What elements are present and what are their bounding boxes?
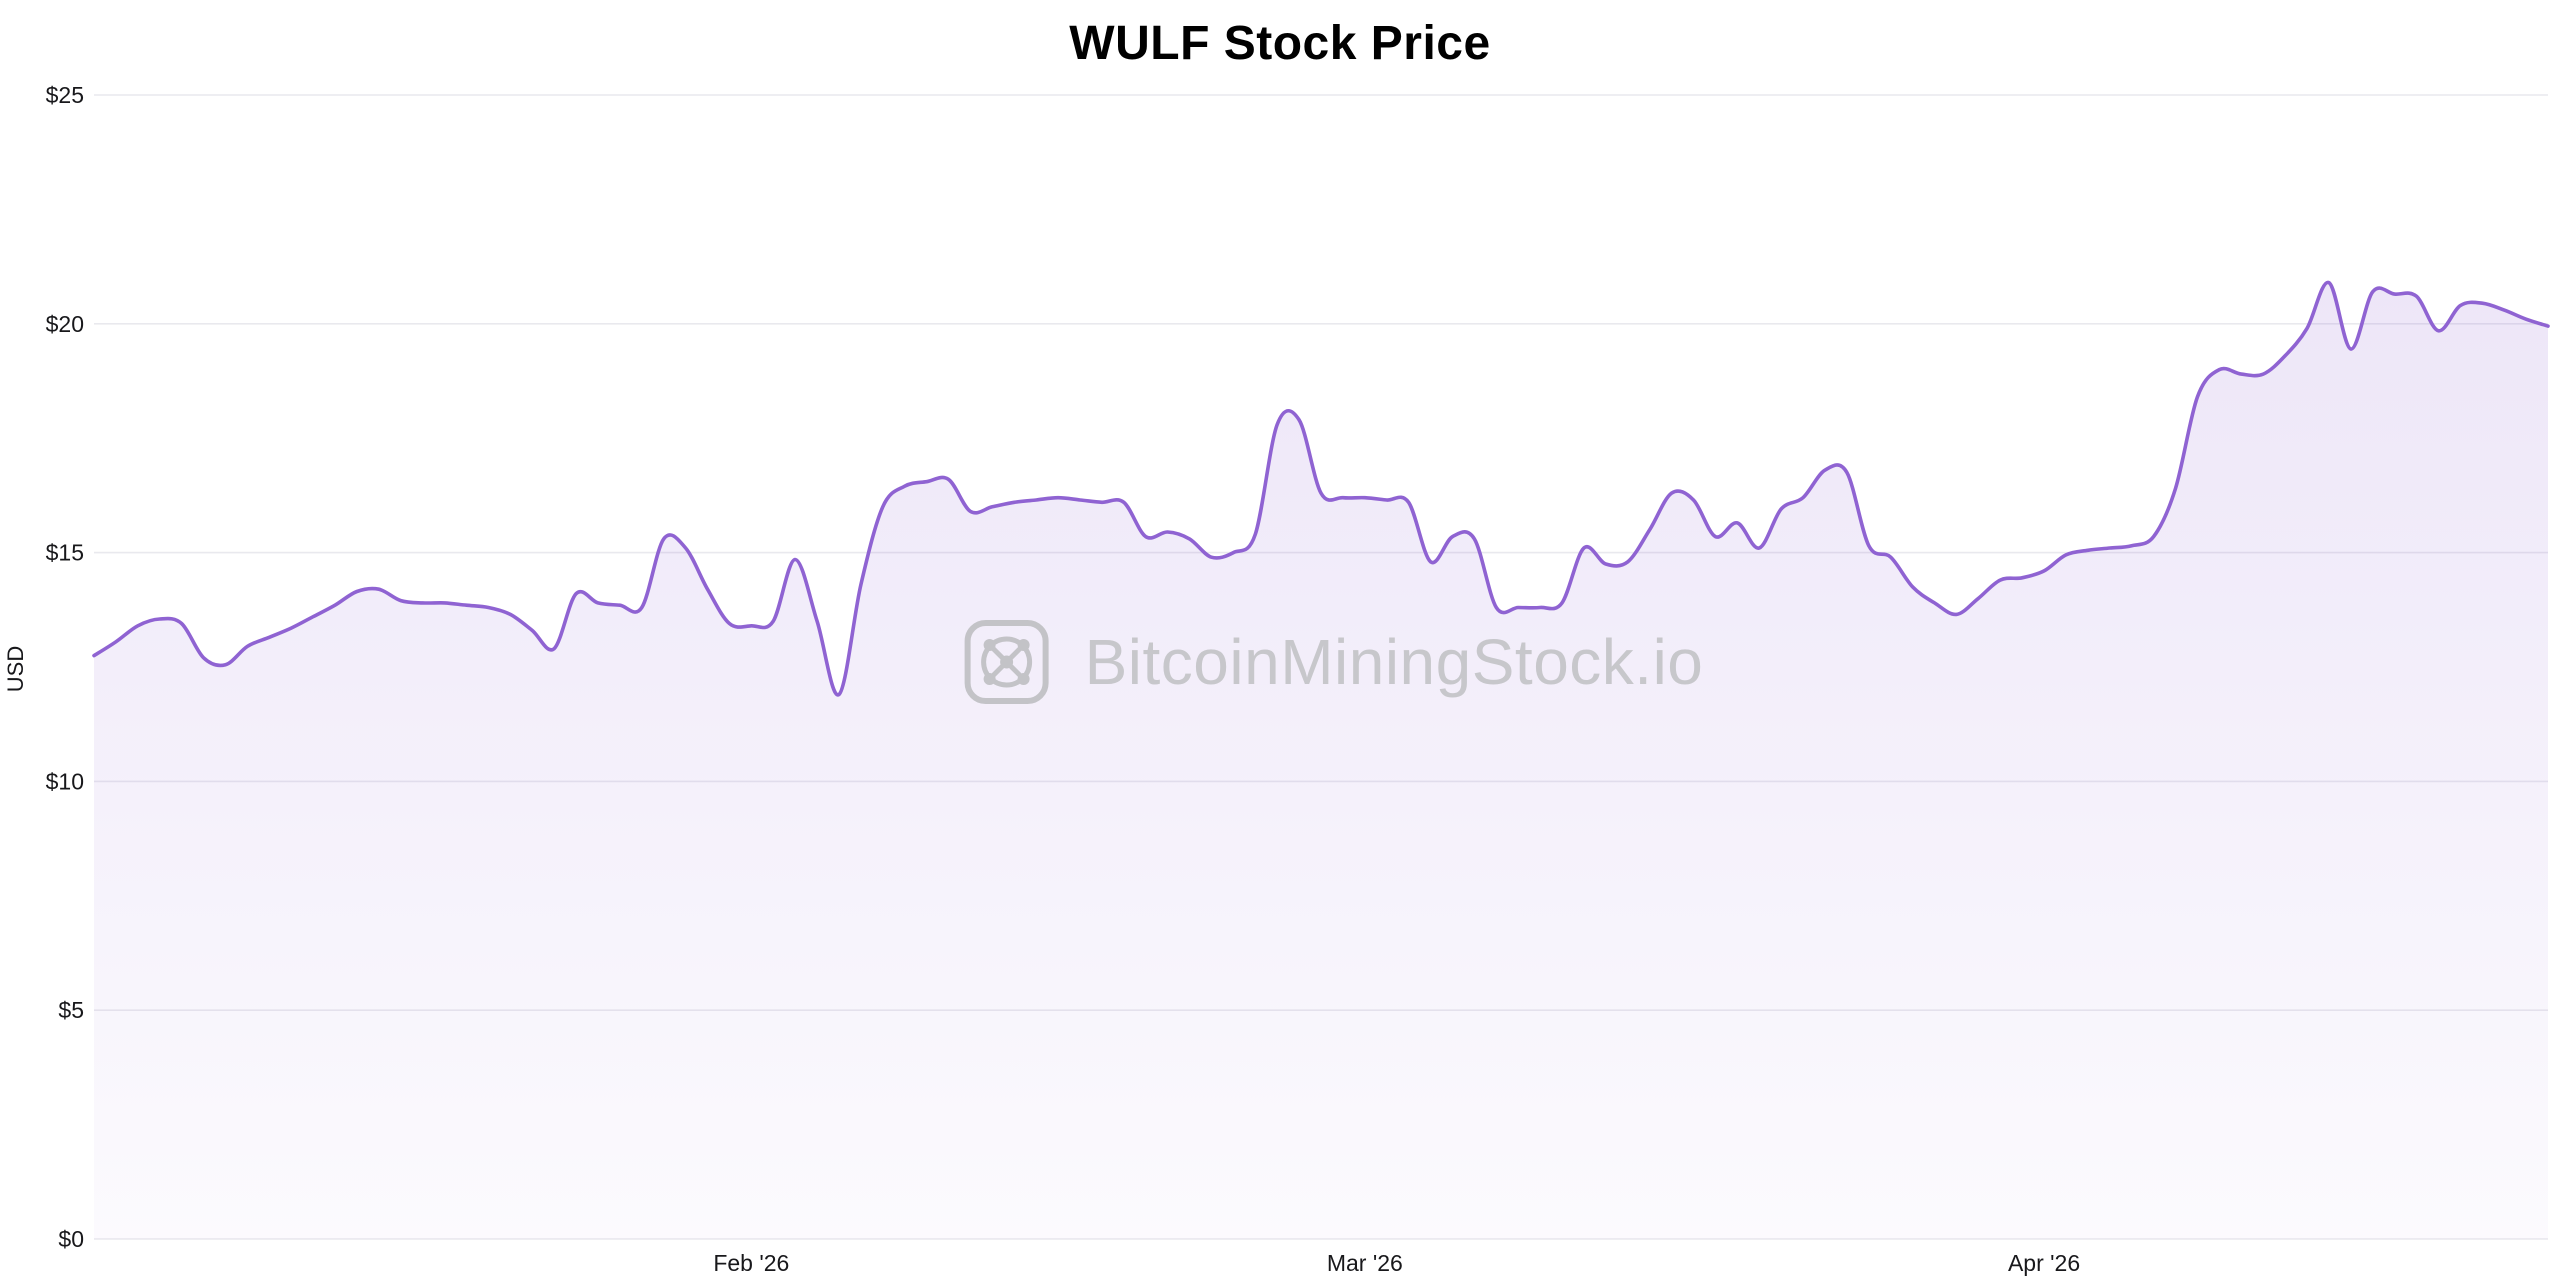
y-tick-label: $15 — [46, 540, 84, 566]
y-tick-label: $20 — [46, 311, 84, 337]
x-tick-label: Mar '26 — [1327, 1250, 1403, 1276]
y-axis-label: USD — [3, 645, 28, 693]
chart-title: WULF Stock Price — [1069, 17, 1491, 70]
y-tick-label: $5 — [58, 997, 84, 1023]
x-tick-label: Feb '26 — [713, 1250, 789, 1276]
price-line — [92, 280, 2550, 697]
x-tick-label: Apr '26 — [2008, 1250, 2080, 1276]
price-area-fill — [94, 282, 2548, 1240]
y-tick-label: $0 — [58, 1226, 84, 1252]
y-tick-label: $25 — [46, 82, 84, 108]
y-tick-label: $10 — [46, 768, 84, 794]
